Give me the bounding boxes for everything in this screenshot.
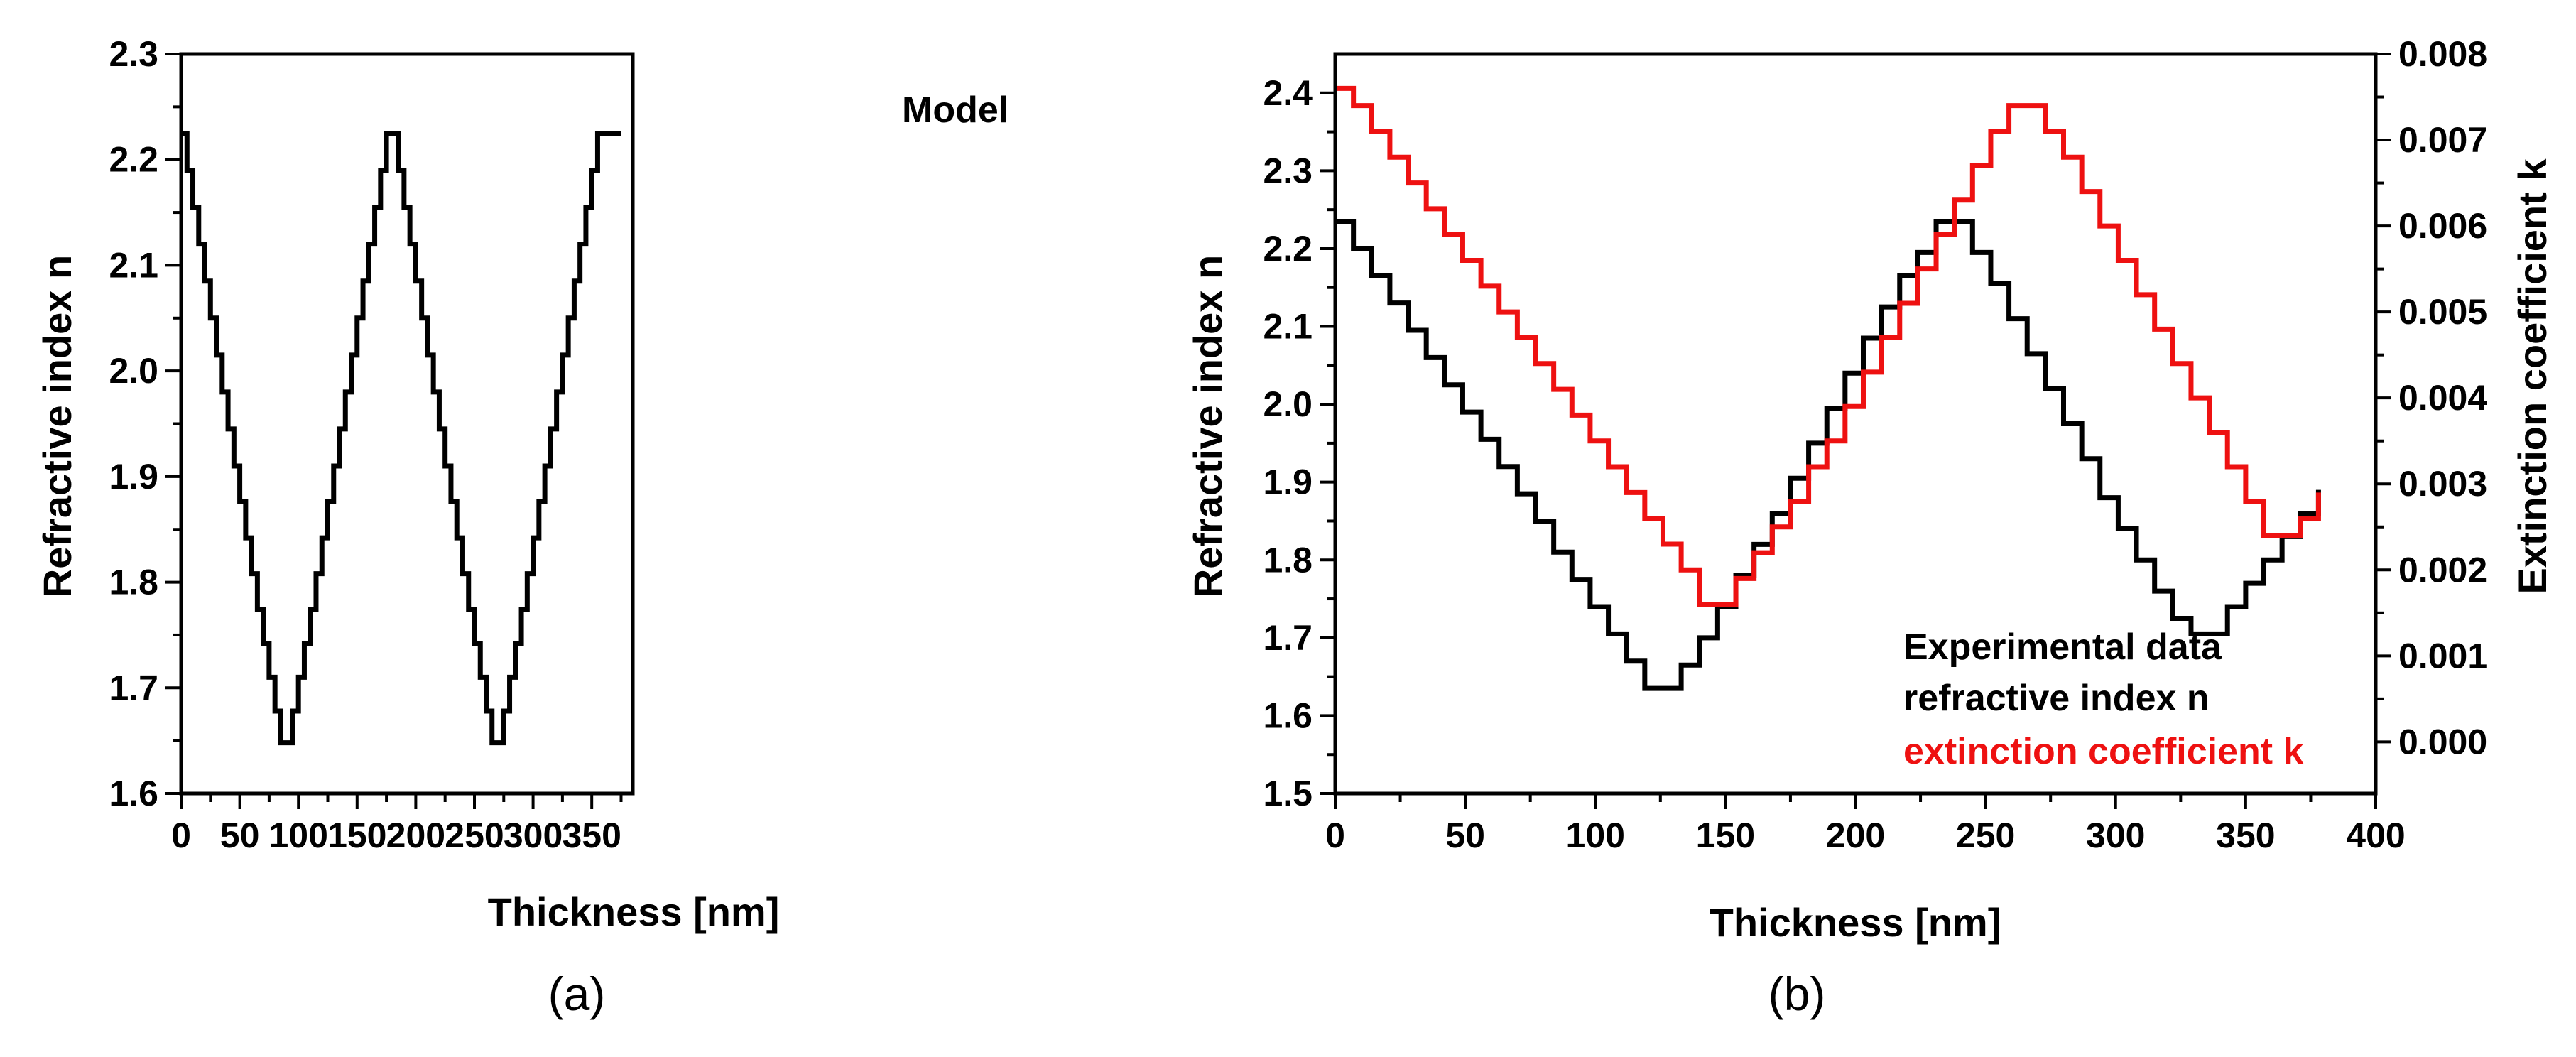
panel-b-y2-tick-label: 0.000	[2398, 722, 2487, 761]
panel-b-y-axis-title: Refractive index n	[1185, 255, 1230, 597]
panel-b-y-tick-label: 1.8	[1263, 540, 1313, 580]
panel-a-y-tick-label: 2.1	[109, 245, 158, 285]
panel-b-y2-tick-label: 0.008	[2398, 34, 2487, 74]
panel-a-x-tick-label: 250	[445, 815, 504, 855]
panel-a-x-tick-label: 300	[504, 815, 563, 855]
panel-b-y2-tick-label: 0.001	[2398, 636, 2487, 676]
panel-b-x-tick-label: 300	[2086, 815, 2145, 855]
panel-b-y2-axis-title: Extinction coefficient k	[2510, 158, 2555, 595]
panel-b-legend-heading: Experimental data	[1903, 627, 2222, 668]
panel-a-x-axis-title: Thickness [nm]	[488, 889, 780, 934]
panel-b-x-tick-label: 50	[1445, 815, 1485, 855]
panel-a-x-tick-label: 50	[220, 815, 260, 855]
panel-a-y-tick-label: 2.3	[109, 34, 158, 74]
panel-a-y-axis-title: Refractive index n	[35, 255, 80, 597]
panel-a-y-tick-label: 2.0	[109, 351, 158, 391]
panel-b-y-tick-label: 1.9	[1263, 462, 1313, 502]
panel-b-y-tick-label: 1.5	[1263, 774, 1313, 813]
panel-a-y-tick-label: 1.7	[109, 668, 158, 708]
panel-b-y2-tick-label: 0.004	[2398, 378, 2487, 418]
panel-b-plot-frame	[1333, 52, 2378, 796]
panel-b-legend-entry-n: refractive index n	[1903, 678, 2210, 719]
panel-a-y-tick-label: 2.2	[109, 140, 158, 180]
panel-b-series-line-1	[1335, 85, 2321, 607]
panel-b-y-tick-label: 2.2	[1263, 229, 1313, 269]
panel-b-series-group	[1335, 85, 2321, 691]
panel-a-x-tick-label: 0	[171, 815, 191, 855]
panel-b-y-tick-label: 1.7	[1263, 618, 1313, 658]
panel-b-chart: 0 50 100 150 200 250 300 350 400 1.5 1.6 1.7 1.8 1.9 2…	[1185, 34, 2555, 1020]
panel-a-y-tick-label: 1.9	[109, 457, 158, 497]
panel-b-x-tick-label: 0	[1325, 815, 1345, 855]
panel-b-y-tick-label: 2.4	[1263, 73, 1313, 113]
panel-b-y-tick-label: 1.6	[1263, 695, 1313, 735]
panel-b-x-axis-title: Thickness [nm]	[1710, 900, 2001, 945]
panel-b-x-tick-label: 250	[1956, 815, 2015, 855]
panel-a-caption: (a)	[548, 967, 606, 1020]
panel-b-y2-tick-label: 0.006	[2398, 206, 2487, 246]
panel-b-legend-entry-k: extinction coefficient k	[1903, 731, 2304, 772]
panel-b-y-tick-label: 2.1	[1263, 307, 1313, 347]
panel-a-series-group	[181, 131, 621, 746]
panel-a-y-tick-label: 1.8	[109, 563, 158, 602]
panel-a-x-tick-label: 150	[327, 815, 386, 855]
panel-b-x-tick-label: 150	[1696, 815, 1755, 855]
panel-b-x-tick-label: 400	[2346, 815, 2405, 855]
panel-b-y2-tick-label: 0.007	[2398, 120, 2487, 160]
panel-a-y-tick-label: 1.6	[109, 774, 158, 813]
panel-b-series-line-0	[1335, 219, 2321, 691]
panel-b-x-tick-label: 100	[1566, 815, 1625, 855]
panel-b-x-tick-label: 350	[2216, 815, 2275, 855]
panel-b-caption: (b)	[1768, 967, 1826, 1020]
panel-a-series-line-0	[181, 131, 621, 746]
panel-b-y-tick-label: 2.0	[1263, 384, 1313, 424]
panel-a-x-tick-label: 350	[562, 815, 621, 855]
panel-b-y2-tick-label: 0.005	[2398, 292, 2487, 332]
panel-b-x-tick-label: 200	[1826, 815, 1885, 855]
panel-a-x-tick-label: 100	[268, 815, 327, 855]
panel-b-y2-tick-label: 0.003	[2398, 464, 2487, 504]
panel-b-y-tick-label: 2.3	[1263, 151, 1313, 190]
panel-a-chart: 0 50 100 150 200 250 300 350 1.6 1.7 1.8 1.9 2.0 2.1 2…	[35, 34, 1009, 1020]
panel-a-annotation: Model	[902, 90, 1009, 131]
panel-a-plot-frame	[179, 52, 635, 796]
panel-a-x-tick-label: 200	[386, 815, 445, 855]
panel-b-y2-tick-label: 0.002	[2398, 550, 2487, 590]
